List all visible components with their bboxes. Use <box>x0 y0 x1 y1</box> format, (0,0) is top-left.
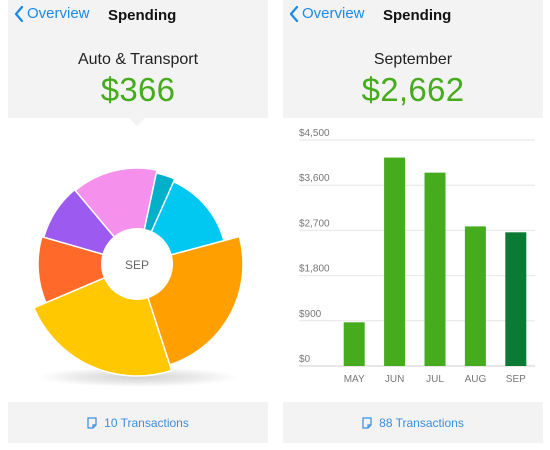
receipt-icon <box>362 416 372 429</box>
month-header: September $2,662 <box>283 32 543 118</box>
transactions-label: 88 Transactions <box>379 415 464 430</box>
category-name: Auto & Transport <box>77 51 199 68</box>
bar-jun[interactable] <box>384 157 406 366</box>
x-tick-label: SEP <box>506 374 526 385</box>
transactions-label: 10 Transactions <box>104 415 189 430</box>
bar-jul[interactable] <box>424 172 446 366</box>
back-button[interactable]: Overview <box>14 5 90 22</box>
bar-may[interactable] <box>343 322 365 366</box>
y-tick-label: $0 <box>299 354 311 365</box>
nav-bar: Overview Spending <box>8 0 268 32</box>
nav-bar: Overview Spending <box>283 0 543 32</box>
category-spending-panel: Overview Spending Auto & Transport $366 … <box>8 0 268 450</box>
y-tick-label: $2,700 <box>299 218 330 229</box>
y-tick-label: $1,800 <box>299 264 330 275</box>
spending-pie-chart: SEP <box>32 167 244 387</box>
pie-center <box>101 228 173 300</box>
y-tick-label: $4,500 <box>299 128 330 139</box>
y-tick-label: $900 <box>299 309 322 320</box>
back-label: Overview <box>27 5 90 22</box>
category-header: Auto & Transport $366 <box>8 32 268 118</box>
month-name: September <box>373 51 453 68</box>
monthly-spending-panel: Overview Spending September $2,662 $0 $90… <box>283 0 543 450</box>
transactions-link[interactable]: 88 Transactions <box>283 402 543 443</box>
back-button[interactable]: Overview <box>289 5 365 22</box>
x-tick-label: JUN <box>385 374 404 385</box>
pie-center-label: SEP <box>125 258 149 272</box>
x-tick-label: AUG <box>465 374 487 385</box>
category-amount: $366 <box>100 71 176 108</box>
bar-aug[interactable] <box>464 226 486 366</box>
x-tick-label: MAY <box>344 374 365 385</box>
x-tick-label: JUL <box>426 374 444 385</box>
nav-title: Spending <box>383 7 452 24</box>
monthly-bar-chart: $0 $900 $1,800 $2,700 $3,600 $4,500 MAY JUN JUL… <box>299 128 535 385</box>
y-tick-label: $3,600 <box>299 173 330 184</box>
pie-shadow <box>38 367 238 387</box>
receipt-icon <box>87 416 97 429</box>
chevron-left-icon <box>14 5 24 22</box>
transactions-link[interactable]: 10 Transactions <box>8 402 268 443</box>
month-amount: $2,662 <box>361 71 465 108</box>
bar-sep[interactable] <box>505 232 527 366</box>
chevron-left-icon <box>289 5 299 22</box>
pie-slice[interactable] <box>37 235 140 304</box>
nav-title: Spending <box>108 7 177 24</box>
back-label: Overview <box>302 5 365 22</box>
header-pointer <box>129 118 145 126</box>
